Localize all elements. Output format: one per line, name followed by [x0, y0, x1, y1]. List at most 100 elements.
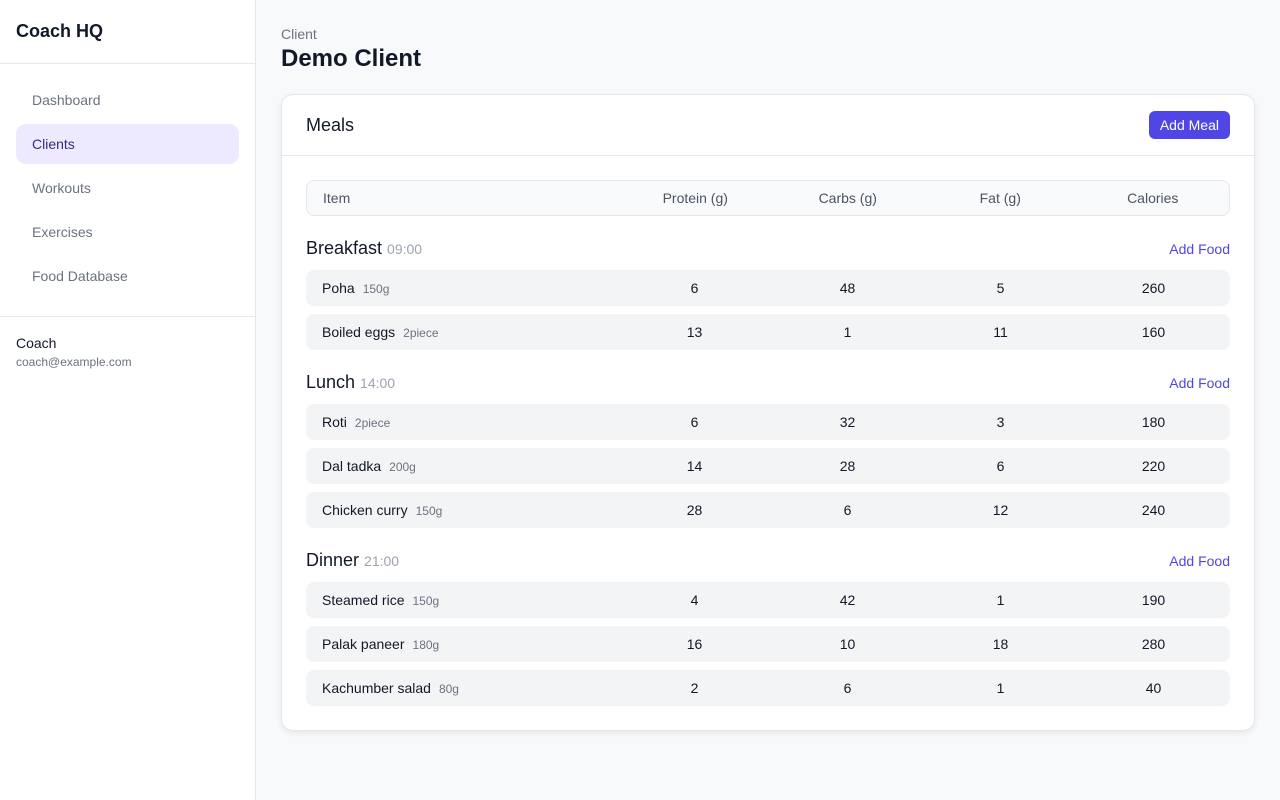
meal-name: Lunch [306, 372, 356, 392]
food-fat: 6 [996, 458, 1005, 474]
food-carbs: 28 [839, 458, 856, 474]
add-meal-button[interactable]: Add Meal [1148, 111, 1230, 139]
food-cell: Kachumber salad 80g [306, 680, 618, 696]
user-email: coach@example.com [16, 355, 132, 369]
food-calories: 260 [1141, 280, 1166, 296]
meal-time: 09:00 [387, 241, 423, 257]
food-calories: 240 [1141, 502, 1166, 518]
food-qty: 200g [389, 460, 416, 474]
main: Client Demo Client Meals Add Meal Item Pr… [256, 0, 1280, 800]
food-protein: 2 [690, 680, 699, 696]
nav: Dashboard Clients Workouts Exercises Food Da… [0, 64, 255, 316]
food-row: Boiled eggs 2piece 13 1 11 160 [306, 314, 1230, 350]
food-carbs: 1 [843, 324, 852, 340]
food-qty: 80g [438, 682, 459, 696]
food-cell: Boiled eggs 2piece [306, 324, 618, 340]
food-calories: 220 [1141, 458, 1166, 474]
food-carbs: 32 [839, 414, 856, 430]
food-carbs: 48 [839, 280, 856, 296]
nav-item[interactable]: Dashboard [32, 92, 101, 108]
nav-item[interactable]: Clients [16, 124, 239, 164]
card-header: Meals Add Meal [282, 95, 1254, 156]
food-fat: 1 [996, 592, 1005, 608]
add-food-link[interactable]: Add Food [1169, 553, 1230, 569]
column-header: Fat (g) [979, 190, 1021, 206]
food-calories: 40 [1145, 680, 1162, 696]
add-food-link[interactable]: Add Food [1169, 241, 1230, 257]
page-label: Client [281, 26, 317, 42]
food-row: Dal tadka 200g 14 28 6 220 [306, 448, 1230, 484]
food-carbs: 6 [843, 502, 852, 518]
food-row: Kachumber salad 80g 2 6 1 40 [306, 670, 1230, 706]
food-row: Palak paneer 180g 16 10 18 280 [306, 626, 1230, 662]
food-qty: 180g [412, 638, 440, 652]
food-qty: 2piece [403, 326, 439, 340]
food-carbs: 6 [843, 680, 852, 696]
food-fat: 11 [993, 324, 1008, 340]
brand: Coach HQ [0, 0, 255, 64]
column-header: Carbs (g) [818, 190, 877, 206]
food-fat: 18 [992, 636, 1009, 652]
meal-header: Breakfast 09:00 Add Food [306, 238, 1230, 262]
food-row: Roti 2piece 6 32 3 180 [306, 404, 1230, 440]
food-protein: 6 [690, 280, 699, 296]
meal-name: Dinner [306, 550, 360, 570]
meal-title: Breakfast 09:00 [306, 238, 422, 259]
food-fat: 3 [996, 414, 1005, 430]
user: Coach coach@example.com [0, 316, 255, 387]
sidebar: Coach HQ Dashboard Clients Workouts Exercis… [0, 0, 256, 800]
food-fat: 1 [996, 680, 1005, 696]
food-name: Poha [322, 280, 355, 296]
food-fat: 12 [992, 502, 1009, 518]
nav-item[interactable]: Food Database [32, 268, 128, 284]
nav-item[interactable]: Workouts [32, 180, 91, 196]
table-header: Item Protein (g) Carbs (g) Fat (g) Calories [306, 180, 1230, 216]
food-qty: 150g [415, 504, 443, 518]
food-cell: Poha 150g [306, 280, 618, 296]
food-calories: 160 [1141, 324, 1166, 340]
food-name: Steamed rice [322, 592, 405, 608]
meals-card: Meals Add Meal Item Protein (g) Carbs (g) F… [281, 94, 1255, 731]
food-row: Steamed rice 150g 4 42 1 190 [306, 582, 1230, 618]
food-calories: 190 [1141, 592, 1166, 608]
meal-title: Lunch 14:00 [306, 372, 395, 393]
column-header: Item [323, 190, 351, 206]
food-row: Poha 150g 6 48 5 260 [306, 270, 1230, 306]
food-calories: 280 [1141, 636, 1166, 652]
food-carbs: 42 [839, 592, 856, 608]
food-cell: Dal tadka 200g [306, 458, 618, 474]
food-protein: 28 [686, 502, 703, 518]
food-name: Boiled eggs [322, 324, 396, 340]
meal-time: 21:00 [364, 553, 400, 569]
food-name: Kachumber salad [322, 680, 431, 696]
column-header: Calories [1127, 190, 1179, 206]
food-name: Roti [322, 414, 347, 430]
page-title: Demo Client [281, 45, 422, 72]
food-protein: 4 [690, 592, 699, 608]
column-header: Protein (g) [662, 190, 728, 206]
food-cell: Palak paneer 180g [306, 636, 618, 652]
food-name: Palak paneer [322, 636, 405, 652]
food-cell: Chicken curry 150g [306, 502, 618, 518]
card-body: Item Protein (g) Carbs (g) Fat (g) Calories B… [282, 156, 1254, 730]
food-qty: 2piece [354, 416, 391, 430]
user-name: Coach [16, 335, 57, 351]
food-protein: 13 [686, 324, 703, 340]
food-protein: 14 [686, 458, 703, 474]
food-qty: 150g [362, 282, 390, 296]
food-protein: 6 [690, 414, 699, 430]
meal-name: Breakfast [306, 238, 383, 258]
food-name: Dal tadka [322, 458, 382, 474]
food-cell: Steamed rice 150g [306, 592, 618, 608]
food-name: Chicken curry [322, 502, 408, 518]
food-calories: 180 [1141, 414, 1166, 430]
add-food-link[interactable]: Add Food [1169, 375, 1230, 391]
meal-title: Dinner 21:00 [306, 550, 399, 571]
card-title: Meals [306, 114, 355, 135]
meal-header: Dinner 21:00 Add Food [306, 550, 1230, 574]
meal-time: 14:00 [360, 375, 396, 391]
nav-item[interactable]: Exercises [32, 224, 93, 240]
food-fat: 5 [996, 280, 1005, 296]
